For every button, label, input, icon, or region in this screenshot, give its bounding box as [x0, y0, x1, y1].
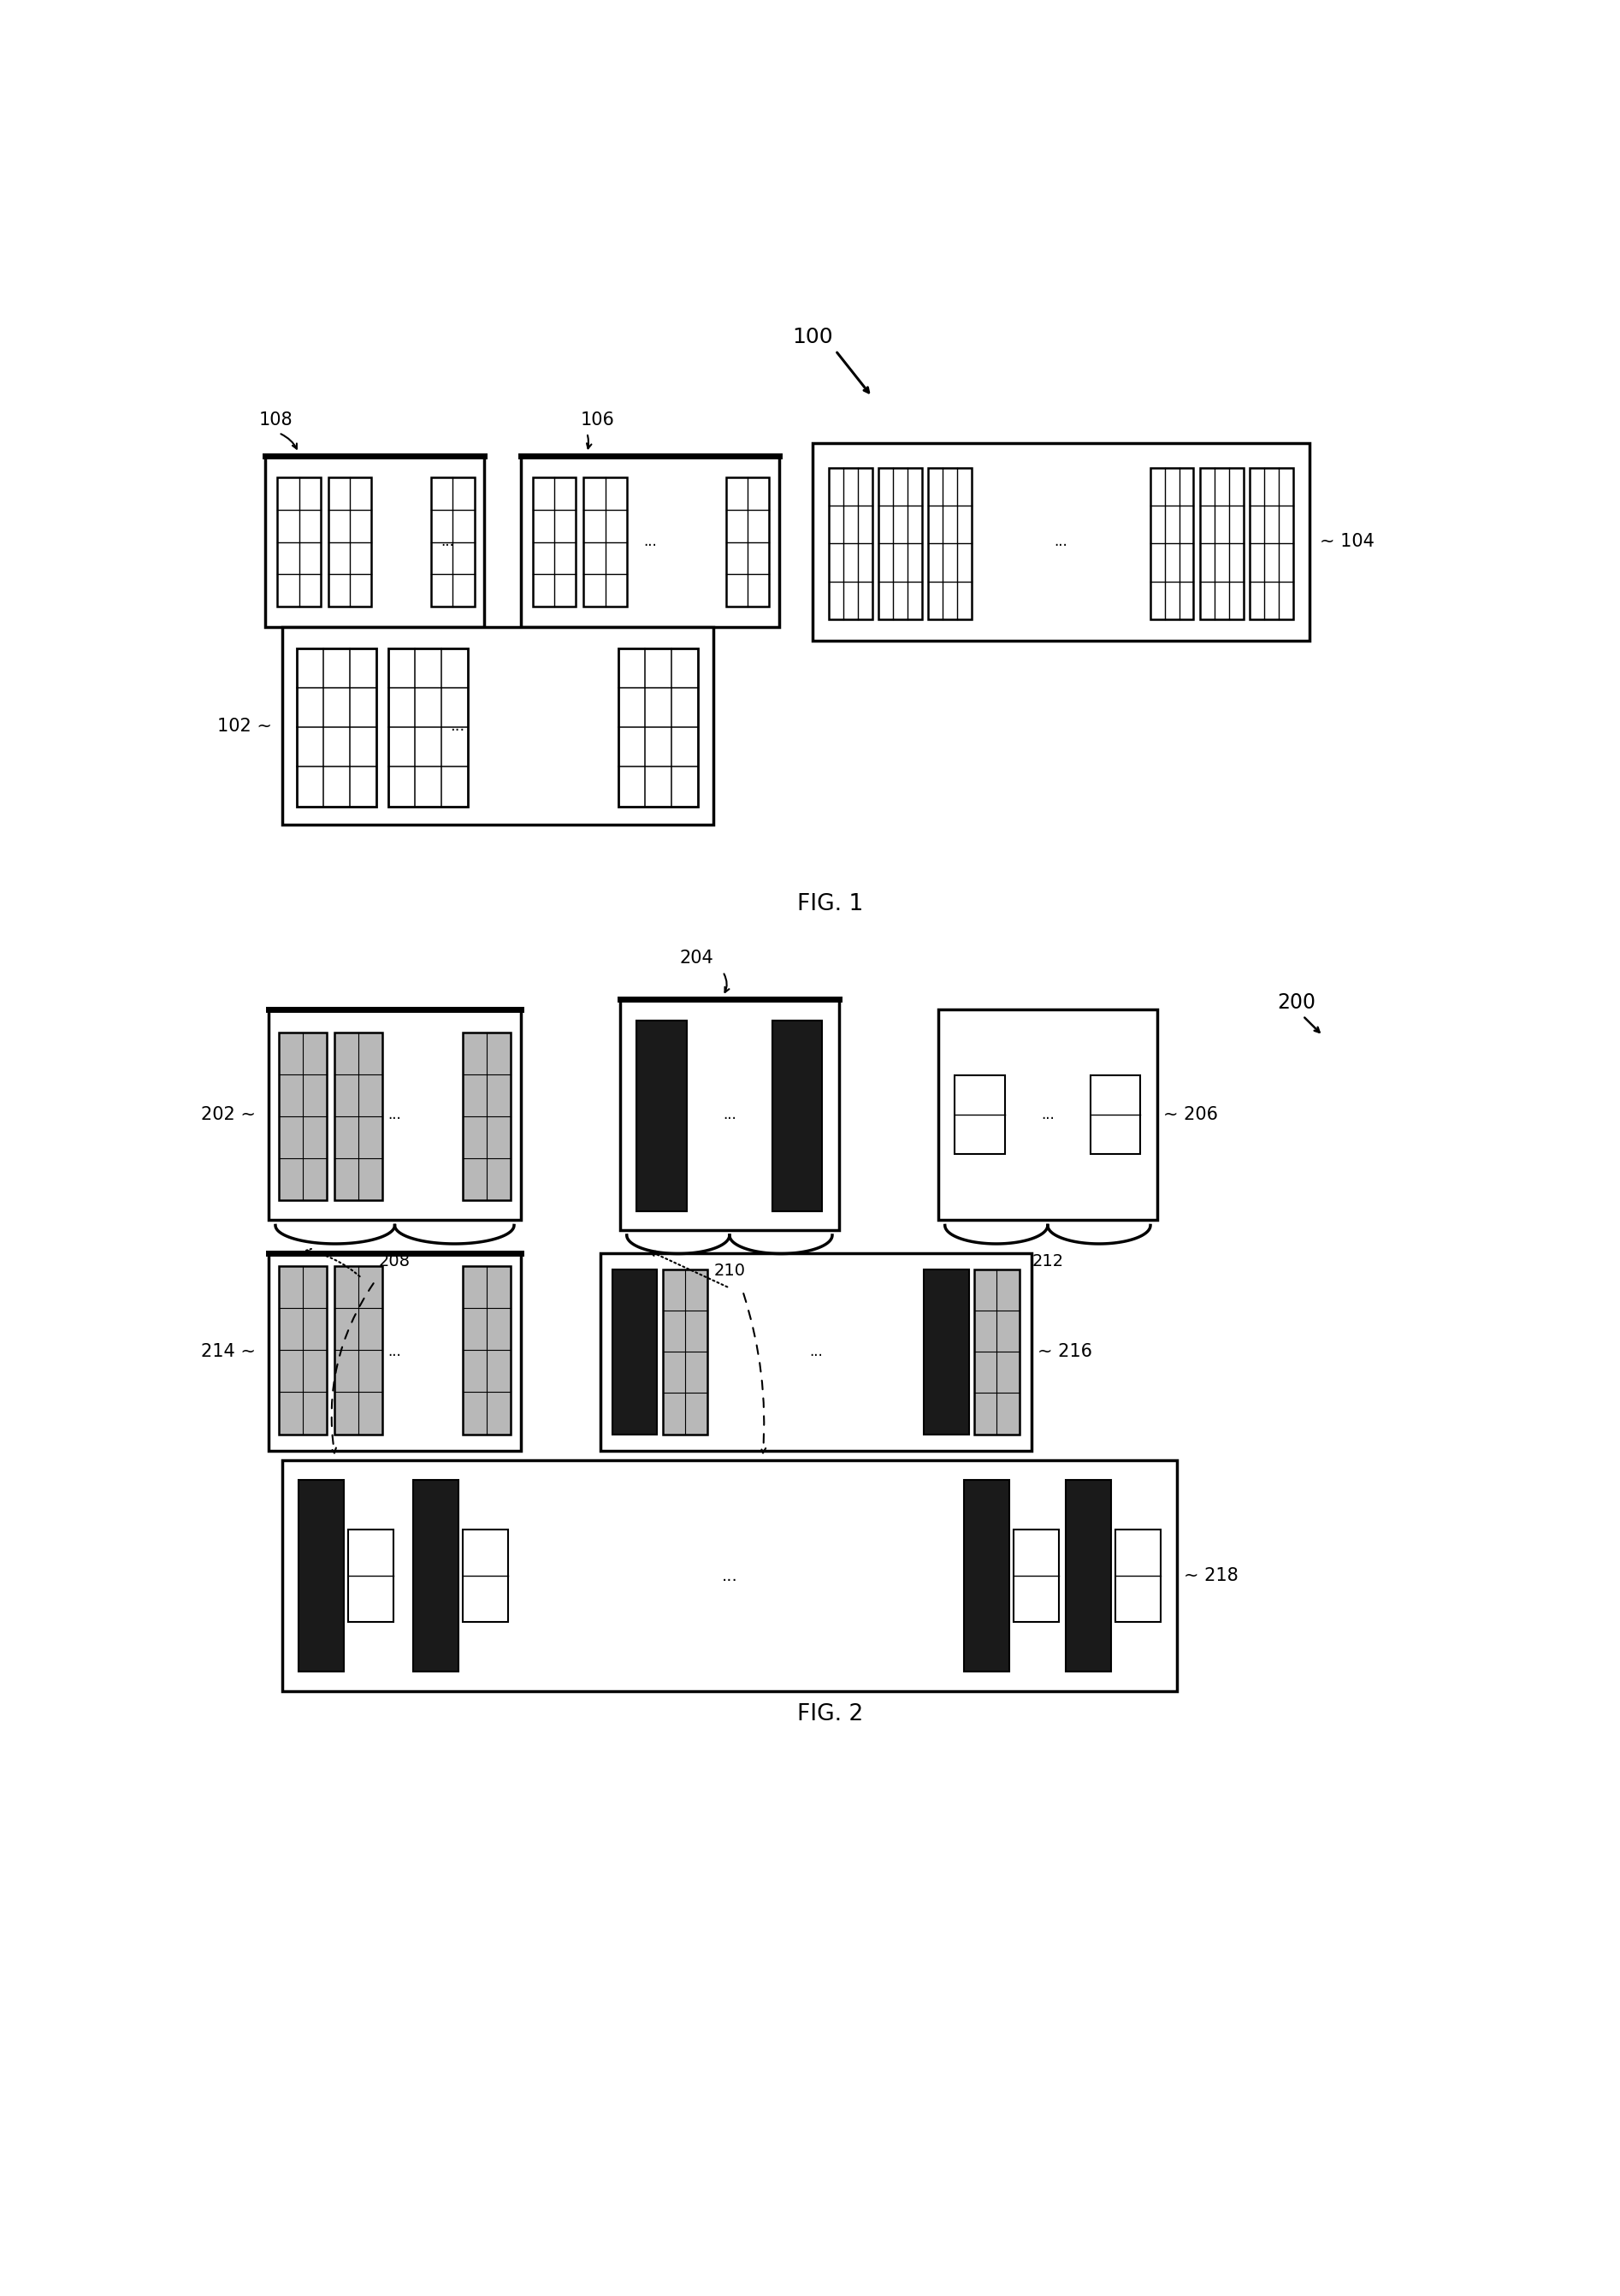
Text: 204: 204	[679, 948, 713, 967]
Text: ...: ...	[808, 1343, 823, 1359]
Bar	[1150, 468, 1194, 620]
Text: 208: 208	[379, 1254, 410, 1270]
Bar	[266, 457, 484, 627]
Bar	[334, 1265, 382, 1435]
Bar	[282, 627, 713, 824]
Bar	[637, 1019, 687, 1212]
Bar	[269, 1254, 520, 1451]
Text: ...: ...	[1042, 1107, 1055, 1123]
Bar	[1251, 468, 1293, 620]
Text: FIG. 2: FIG. 2	[797, 1704, 863, 1724]
Bar	[1014, 1529, 1059, 1621]
Bar	[296, 647, 376, 806]
Bar	[463, 1529, 509, 1621]
Text: 108: 108	[259, 411, 293, 429]
Bar	[277, 478, 321, 606]
Bar	[928, 468, 972, 620]
Text: ...: ...	[389, 1107, 402, 1123]
Text: 106: 106	[580, 411, 614, 429]
Bar	[938, 1010, 1157, 1219]
Bar	[954, 1075, 1004, 1155]
Text: ~ 104: ~ 104	[1319, 533, 1374, 551]
Bar	[463, 1265, 510, 1435]
Text: ...: ...	[1055, 535, 1068, 549]
Bar	[964, 1481, 1009, 1671]
Text: ...: ...	[389, 1343, 402, 1359]
Bar	[773, 1019, 823, 1212]
Bar	[533, 478, 575, 606]
Bar	[389, 647, 468, 806]
Text: 214 ~: 214 ~	[201, 1343, 256, 1359]
Text: 210: 210	[714, 1263, 745, 1279]
Text: FIG. 1: FIG. 1	[797, 893, 863, 916]
Bar	[829, 468, 872, 620]
Bar	[974, 1270, 1019, 1435]
Bar	[334, 1033, 382, 1201]
Bar	[269, 1010, 520, 1219]
Bar	[726, 478, 770, 606]
Bar	[413, 1481, 458, 1671]
Text: ...: ...	[721, 1568, 737, 1584]
Bar	[620, 999, 839, 1231]
Bar	[279, 1033, 327, 1201]
Bar	[612, 1270, 658, 1435]
Bar	[520, 457, 779, 627]
Bar	[583, 478, 627, 606]
Text: ...: ...	[643, 535, 656, 549]
Bar	[282, 1460, 1178, 1692]
Bar	[619, 647, 698, 806]
Bar	[298, 1481, 343, 1671]
Text: ...: ...	[450, 719, 465, 735]
Text: ~ 218: ~ 218	[1184, 1568, 1238, 1584]
Bar	[1115, 1529, 1160, 1621]
Bar	[463, 1033, 510, 1201]
Bar	[348, 1529, 394, 1621]
Text: 100: 100	[792, 326, 833, 347]
Bar	[878, 468, 922, 620]
Text: ~ 206: ~ 206	[1163, 1107, 1218, 1123]
Bar	[812, 443, 1309, 641]
Bar	[329, 478, 371, 606]
Text: ~ 216: ~ 216	[1038, 1343, 1092, 1359]
Bar	[279, 1265, 327, 1435]
Bar	[923, 1270, 969, 1435]
Text: ...: ...	[441, 535, 455, 549]
Text: 102 ~: 102 ~	[217, 719, 272, 735]
Bar	[663, 1270, 708, 1435]
Text: ...: ...	[723, 1107, 735, 1123]
Bar	[1090, 1075, 1140, 1155]
Text: 212: 212	[1032, 1254, 1064, 1270]
Bar	[1066, 1481, 1111, 1671]
Bar	[601, 1254, 1030, 1451]
Text: 200: 200	[1277, 992, 1315, 1013]
Text: 202 ~: 202 ~	[201, 1107, 256, 1123]
Bar	[431, 478, 475, 606]
Bar	[1200, 468, 1243, 620]
